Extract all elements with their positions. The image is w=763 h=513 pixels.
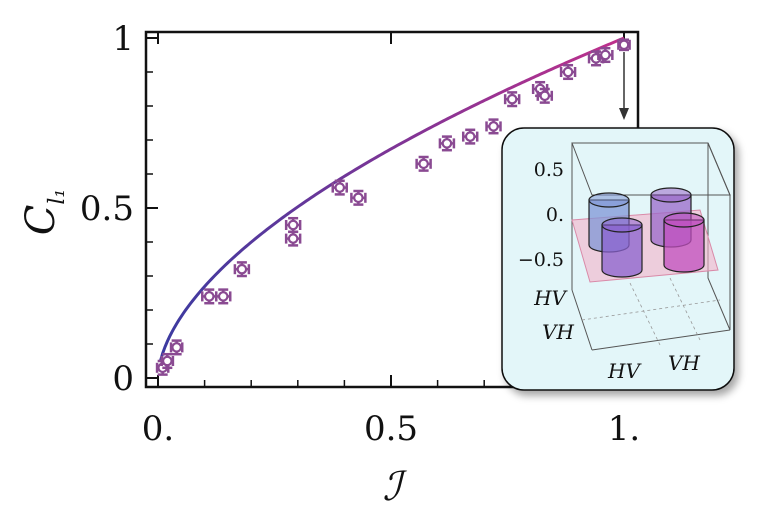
x-axis-label: ℐ <box>383 464 408 509</box>
data-point-20 <box>617 38 631 52</box>
data-point-8 <box>331 179 348 196</box>
inset-col-label-0: HV <box>607 359 642 383</box>
data-point-19 <box>597 46 614 64</box>
inset-col-label-1: VH <box>668 351 700 375</box>
data-point-2 <box>169 339 184 356</box>
inset-floor-grid <box>581 277 721 346</box>
y-axis-label: Cl₁ <box>18 189 70 235</box>
data-point-10 <box>415 155 432 172</box>
y-tick-label-1: 0.5 <box>80 189 134 229</box>
data-point-7 <box>284 230 302 247</box>
inset-bar-VH-VH <box>663 212 705 273</box>
inset-row-label-1: VH <box>542 320 574 344</box>
data-point-11 <box>438 135 456 152</box>
inset-bar-VH-HV <box>601 217 643 278</box>
data-point-1 <box>160 352 175 370</box>
x-tick-label-2: 1. <box>608 409 640 449</box>
x-tick-label-1: 0.5 <box>364 409 418 449</box>
data-point-13 <box>485 118 502 135</box>
data-point-9 <box>350 189 367 206</box>
x-tick-label-0: 0. <box>142 409 174 449</box>
data-point-16 <box>536 87 554 104</box>
data-point-17 <box>559 63 577 81</box>
inset-arrow-head <box>619 108 629 120</box>
inset-3d-bar-chart: 0.5 0. −0.5 HV VH HV VH <box>501 127 735 391</box>
data-point-5 <box>233 261 251 278</box>
data-point-3 <box>201 288 218 305</box>
fit-curve <box>158 36 625 362</box>
inset-z-tick-1: 0. <box>546 204 564 226</box>
data-point-14 <box>503 91 521 108</box>
inset-floor-front <box>591 329 731 351</box>
inset-z-tick-2: −0.5 <box>518 249 564 271</box>
inset-z-tick-0: 0.5 <box>534 159 564 181</box>
y-tick-label-0: 0 <box>112 359 134 399</box>
inset-row-label-0: HV <box>533 286 568 310</box>
y-tick-label-2: 1 <box>112 19 134 59</box>
data-point-4 <box>215 288 232 305</box>
data-point-6 <box>284 216 302 234</box>
tick-labels: 0. 0.5 1. 0 0.5 1 <box>80 19 640 449</box>
data-point-12 <box>461 128 479 145</box>
inset-bars <box>588 187 705 278</box>
data-points <box>155 38 631 376</box>
